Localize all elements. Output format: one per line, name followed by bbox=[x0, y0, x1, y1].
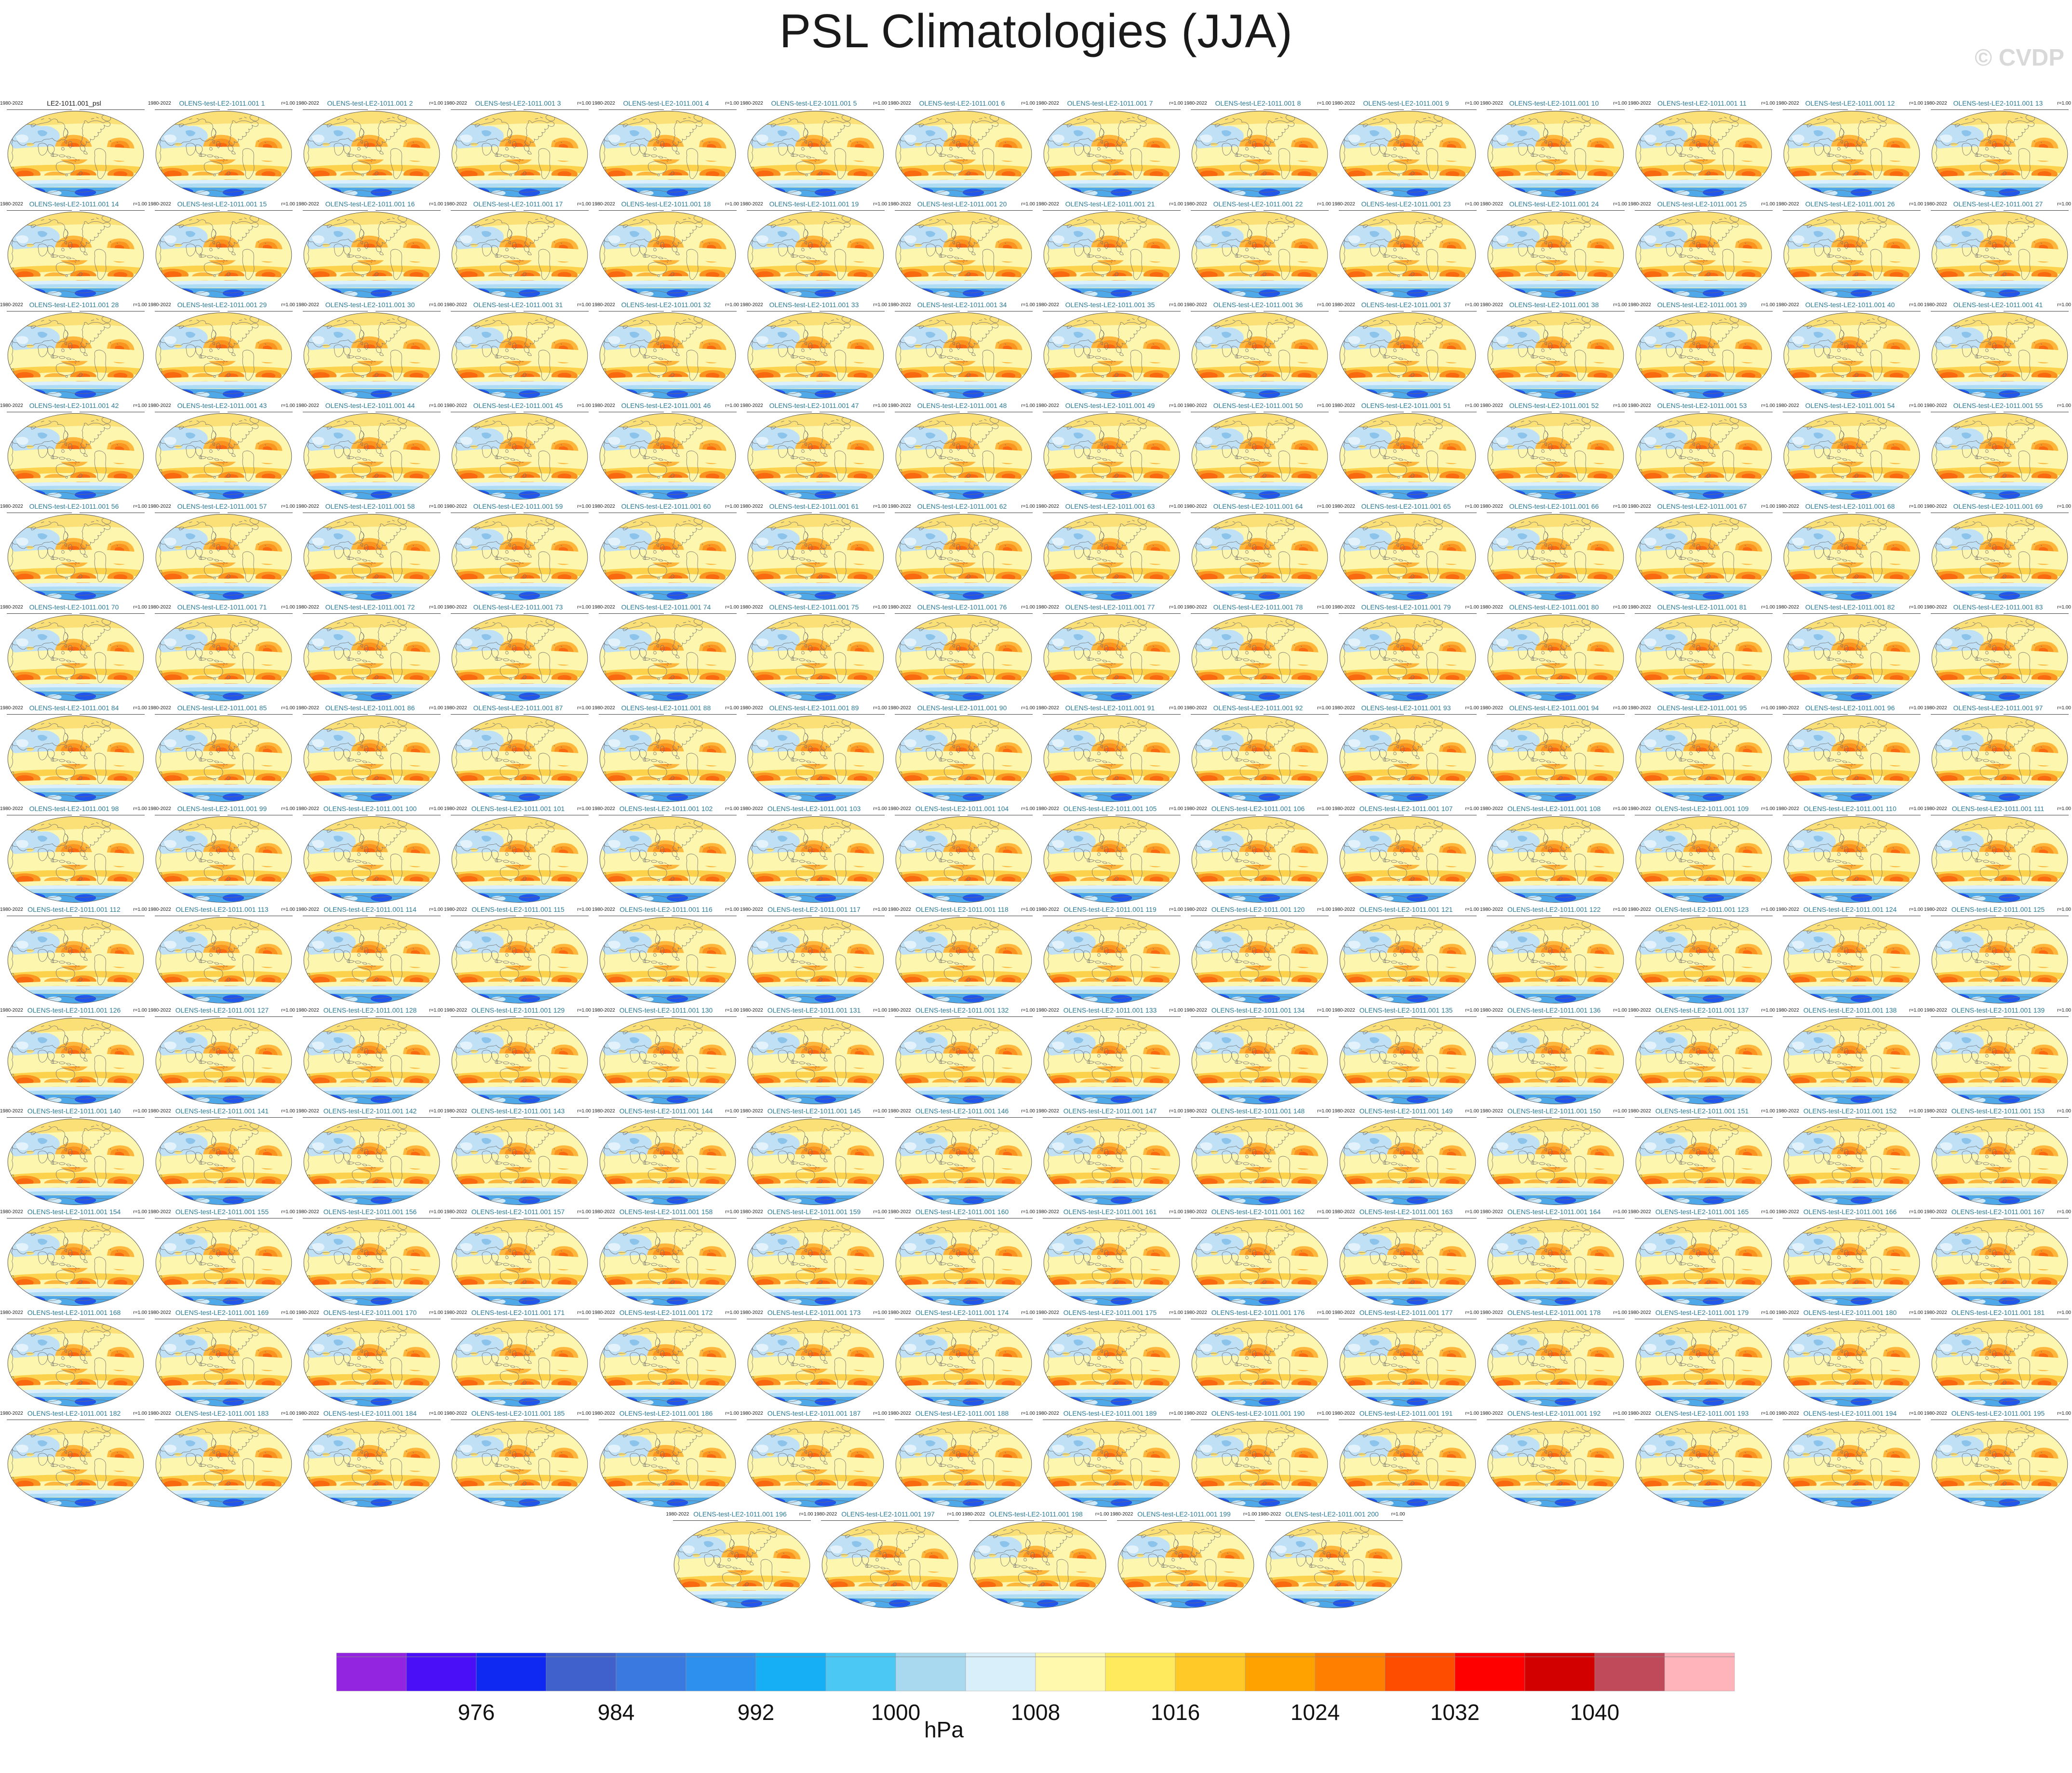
svg-text:984: 984 bbox=[598, 1700, 635, 1725]
svg-text:1040: 1040 bbox=[1570, 1700, 1619, 1725]
svg-text:1024: 1024 bbox=[1291, 1700, 1340, 1725]
svg-text:1016: 1016 bbox=[1151, 1700, 1200, 1725]
svg-text:1000: 1000 bbox=[871, 1700, 920, 1725]
svg-text:1032: 1032 bbox=[1430, 1700, 1480, 1725]
svg-text:1008: 1008 bbox=[1011, 1700, 1060, 1725]
svg-text:992: 992 bbox=[738, 1700, 775, 1725]
svg-text:976: 976 bbox=[458, 1700, 495, 1725]
svg-text:hPa: hPa bbox=[924, 1717, 964, 1742]
